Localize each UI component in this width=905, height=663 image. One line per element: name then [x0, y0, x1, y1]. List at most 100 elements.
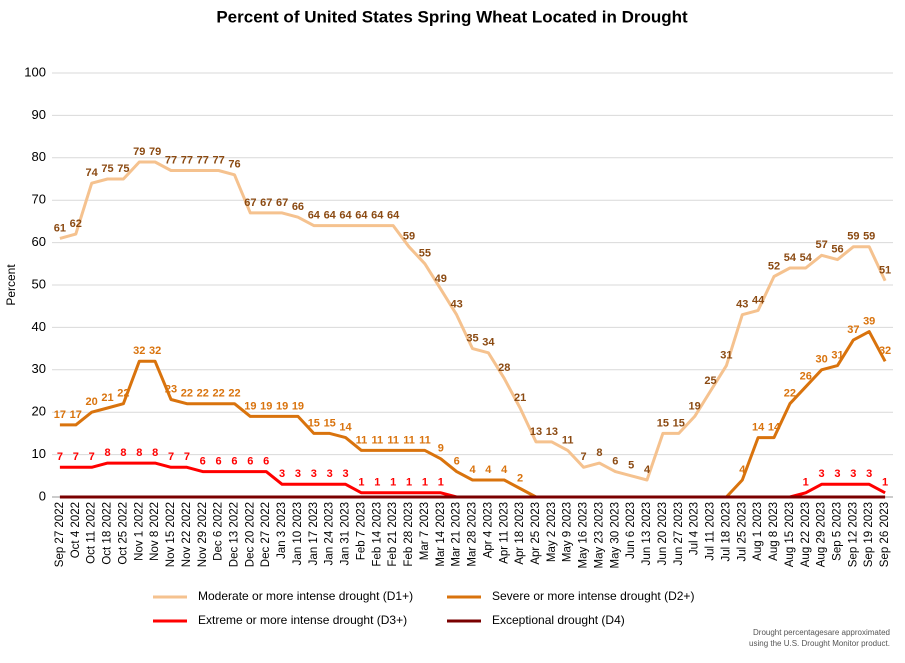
y-tick-label: 10	[32, 446, 46, 461]
x-tick-label: Jul 4 2023	[689, 502, 701, 555]
data-label: 26	[800, 371, 812, 383]
data-label: 8	[152, 447, 158, 459]
note: using the U.S. Drought Monitor product.	[749, 639, 890, 648]
x-tick-label: Oct 18 2022	[102, 502, 114, 565]
x-tick-label: Aug 22 2023	[800, 502, 812, 567]
x-tick-label: Oct 25 2022	[117, 502, 129, 565]
x-tick-label: Nov 8 2022	[149, 502, 161, 561]
data-label: 17	[70, 409, 82, 421]
x-tick-label: Jul 25 2023	[736, 502, 748, 561]
x-tick-label: Sep 19 2023	[863, 502, 875, 567]
data-label: 22	[228, 388, 240, 400]
data-label: 79	[149, 146, 161, 158]
x-tick-label: Feb 7 2023	[355, 502, 367, 560]
data-label: 64	[324, 210, 337, 222]
data-label: 6	[216, 455, 222, 467]
data-label: 3	[834, 468, 840, 480]
y-tick-label: 80	[32, 149, 46, 164]
data-label: 64	[387, 210, 400, 222]
data-label: 6	[263, 455, 269, 467]
legend-label: Exceptional drought (D4)	[492, 613, 625, 627]
data-label: 17	[54, 409, 66, 421]
y-tick-label: 100	[24, 64, 46, 79]
data-label: 11	[356, 434, 368, 446]
chart-title: Percent of United States Spring Wheat Lo…	[216, 7, 688, 26]
data-label: 13	[546, 426, 558, 438]
series-line	[59, 160, 887, 482]
data-label: 52	[768, 260, 780, 272]
data-label: 7	[57, 451, 63, 463]
data-label: 59	[403, 231, 415, 243]
data-label: 21	[514, 392, 526, 404]
data-label: 3	[866, 468, 872, 480]
data-label: 8	[136, 447, 142, 459]
data-label: 79	[133, 146, 145, 158]
data-label: 44	[752, 294, 765, 306]
data-label: 22	[784, 388, 796, 400]
x-tick-label: Jun 27 2023	[673, 502, 685, 565]
x-tick-label: Jan 17 2023	[308, 502, 320, 565]
data-label: 1	[374, 477, 380, 489]
data-label: 22	[117, 388, 129, 400]
data-label: 7	[73, 451, 79, 463]
data-label: 15	[673, 417, 685, 429]
x-tick-label: Oct 11 2022	[86, 502, 98, 564]
data-label: 57	[815, 239, 827, 251]
data-label: 3	[327, 468, 333, 480]
data-label: 5	[628, 460, 634, 472]
data-label: 20	[86, 396, 98, 408]
y-tick-label: 70	[32, 192, 46, 207]
data-label: 4	[739, 464, 746, 476]
x-tick-label: May 2 2023	[546, 502, 558, 562]
data-label: 35	[466, 333, 478, 345]
data-label: 75	[117, 163, 129, 175]
data-label: 23	[165, 383, 177, 395]
x-tick-label: Nov 1 2022	[133, 502, 145, 561]
data-label: 19	[689, 400, 701, 412]
data-label: 11	[387, 434, 399, 446]
note: Drought percentagesare approximated	[753, 628, 890, 637]
x-tick-label: Jun 20 2023	[657, 502, 669, 565]
x-tick-label: May 16 2023	[578, 502, 590, 569]
data-label: 74	[86, 167, 99, 179]
y-tick-label: 50	[32, 276, 46, 291]
data-label: 15	[657, 417, 669, 429]
data-label: 1	[406, 477, 412, 489]
data-label: 64	[371, 210, 384, 222]
data-label: 3	[279, 468, 285, 480]
x-tick-label: Jan 3 2023	[276, 502, 288, 559]
data-label: 7	[89, 451, 95, 463]
data-label: 15	[324, 417, 336, 429]
data-label: 11	[371, 434, 383, 446]
data-label: 8	[596, 447, 602, 459]
data-label: 61	[54, 222, 66, 234]
y-tick-label: 60	[32, 234, 46, 249]
x-tick-label: Sep 27 2022	[54, 502, 66, 567]
data-label: 31	[720, 349, 732, 361]
data-label: 1	[422, 477, 428, 489]
x-tick-label: Jun 6 2023	[625, 502, 637, 559]
x-tick-label: Oct 4 2022	[70, 502, 82, 558]
y-tick-label: 0	[39, 488, 46, 503]
y-tick-label: 90	[32, 107, 46, 122]
data-label: 19	[292, 400, 304, 412]
data-label: 6	[247, 455, 253, 467]
x-tick-label: Apr 25 2023	[530, 502, 542, 565]
data-label: 59	[847, 231, 859, 243]
x-tick-label: Apr 18 2023	[514, 502, 526, 565]
data-label: 3	[819, 468, 825, 480]
data-label: 19	[276, 400, 288, 412]
data-label: 6	[454, 455, 460, 467]
y-tick-label: 40	[32, 319, 46, 334]
data-label: 6	[200, 455, 206, 467]
data-label: 4	[469, 464, 476, 476]
y-tick-label: 20	[32, 404, 46, 419]
data-label: 3	[342, 468, 348, 480]
x-tick-label: Dec 13 2022	[229, 502, 241, 567]
data-label: 3	[850, 468, 856, 480]
x-tick-label: Jun 13 2023	[641, 502, 653, 565]
data-label: 21	[101, 392, 113, 404]
data-label: 77	[212, 154, 224, 166]
data-label: 14	[752, 422, 765, 434]
